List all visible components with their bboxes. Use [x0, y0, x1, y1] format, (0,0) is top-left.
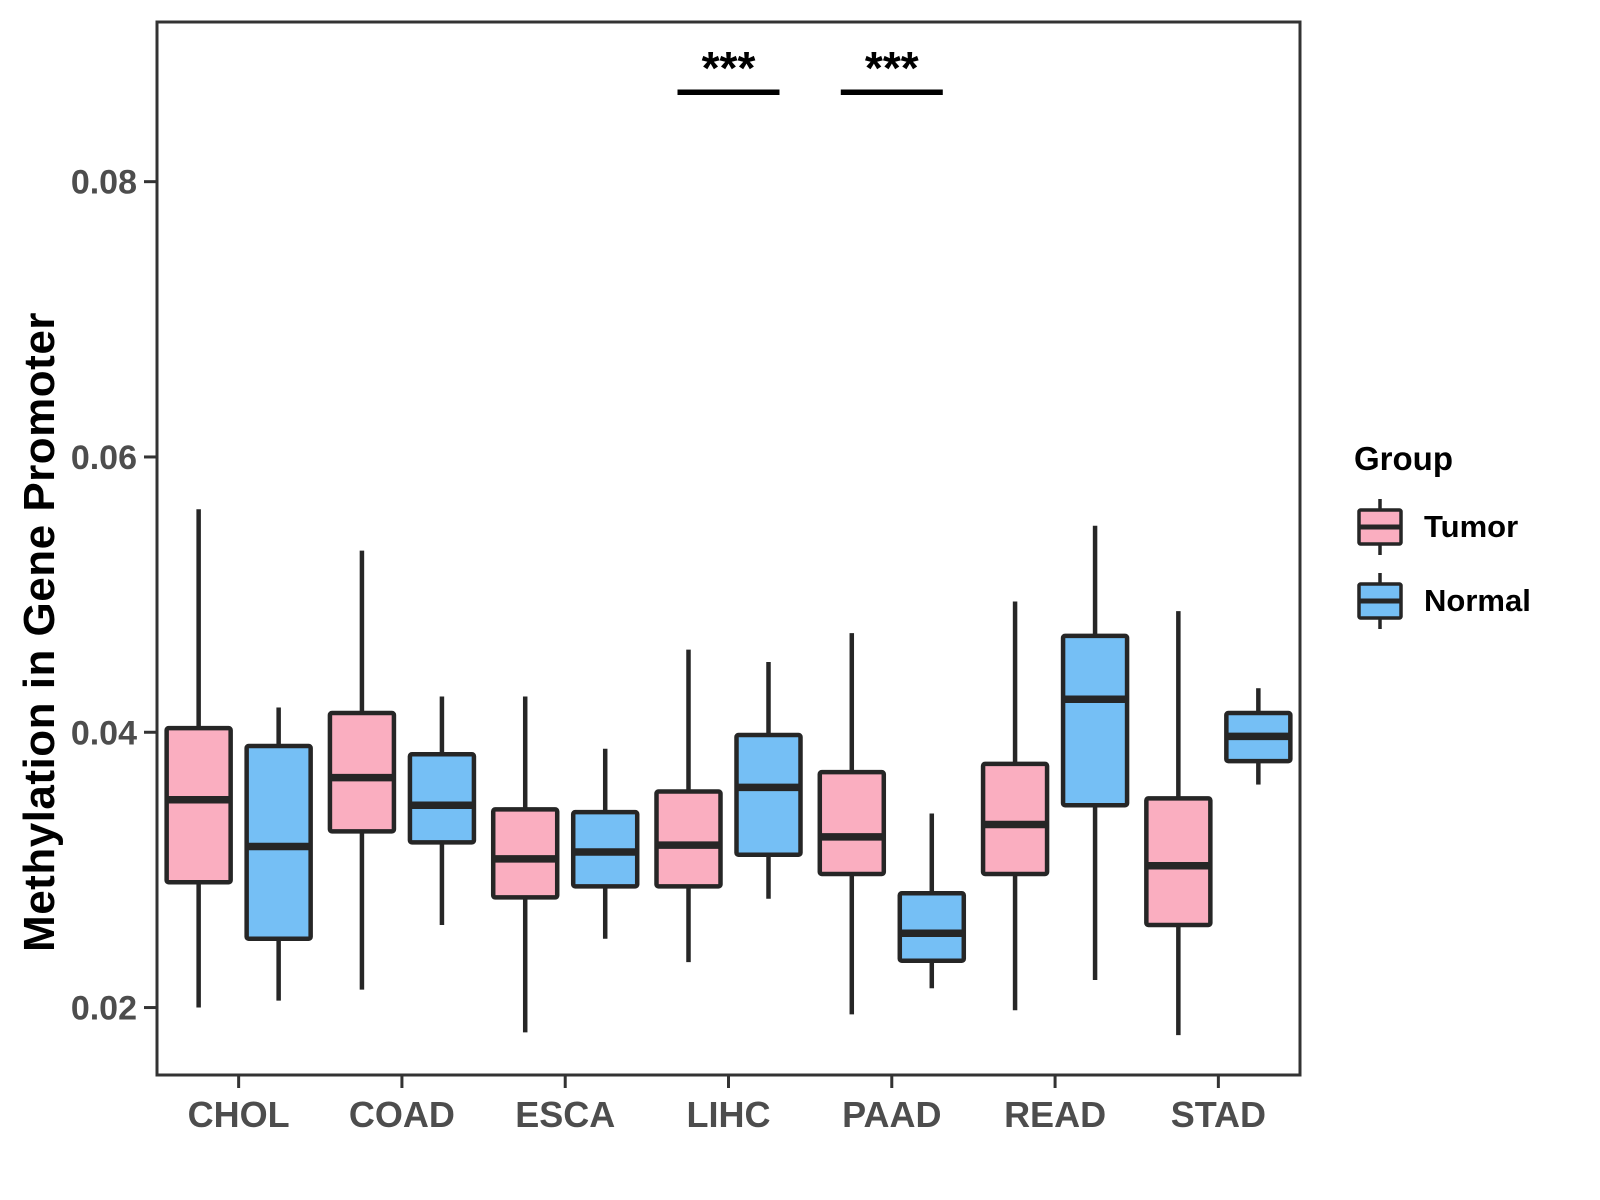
legend-item-tumor: Tumor: [1352, 496, 1531, 558]
box-tumor-esca: [490, 807, 560, 900]
x-tick-label-coad: COAD: [349, 1094, 455, 1135]
y-axis-title: Methylation in Gene Promoter: [15, 312, 64, 952]
significance-stars-paad: ***: [865, 42, 919, 94]
legend-key-normal-icon: [1357, 573, 1403, 629]
x-tick-label-lihc: LIHC: [687, 1094, 771, 1135]
y-tick-label: 0.04: [71, 714, 137, 752]
box-normal-paad: [897, 891, 967, 964]
y-tick-label: 0.02: [71, 990, 137, 1028]
legend: Group Tumor Normal: [1352, 440, 1531, 644]
box-normal-chol: [244, 743, 313, 941]
box-tumor-lihc: [654, 789, 723, 889]
legend-items: Tumor Normal: [1352, 496, 1531, 632]
x-tick-label-esca: ESCA: [515, 1094, 615, 1135]
y-tick-label: 0.08: [71, 164, 137, 202]
box-tumor-read: [980, 761, 1050, 877]
significance-stars-lihc: ***: [702, 42, 756, 94]
box-tumor-chol: [164, 725, 233, 885]
legend-key-tumor-icon: [1357, 499, 1403, 555]
legend-label-normal: Normal: [1424, 583, 1531, 618]
box-tumor-paad: [817, 769, 887, 877]
legend-item-normal: Normal: [1352, 570, 1531, 632]
box-normal-read: [1060, 633, 1130, 808]
x-tick-label-read: READ: [1004, 1094, 1106, 1135]
x-tick-label-paad: PAAD: [842, 1094, 941, 1135]
legend-label-tumor: Tumor: [1424, 509, 1519, 544]
box-normal-lihc: [734, 732, 803, 858]
x-tick-label-stad: STAD: [1171, 1094, 1266, 1135]
legend-title: Group: [1354, 440, 1453, 477]
y-tick-label: 0.06: [71, 439, 137, 477]
box-tumor-coad: [327, 710, 397, 834]
box-tumor-stad: [1144, 796, 1213, 928]
x-tick-label-chol: CHOL: [188, 1094, 290, 1135]
box-normal-coad: [407, 752, 477, 845]
panel-border: [155, 20, 1302, 1077]
